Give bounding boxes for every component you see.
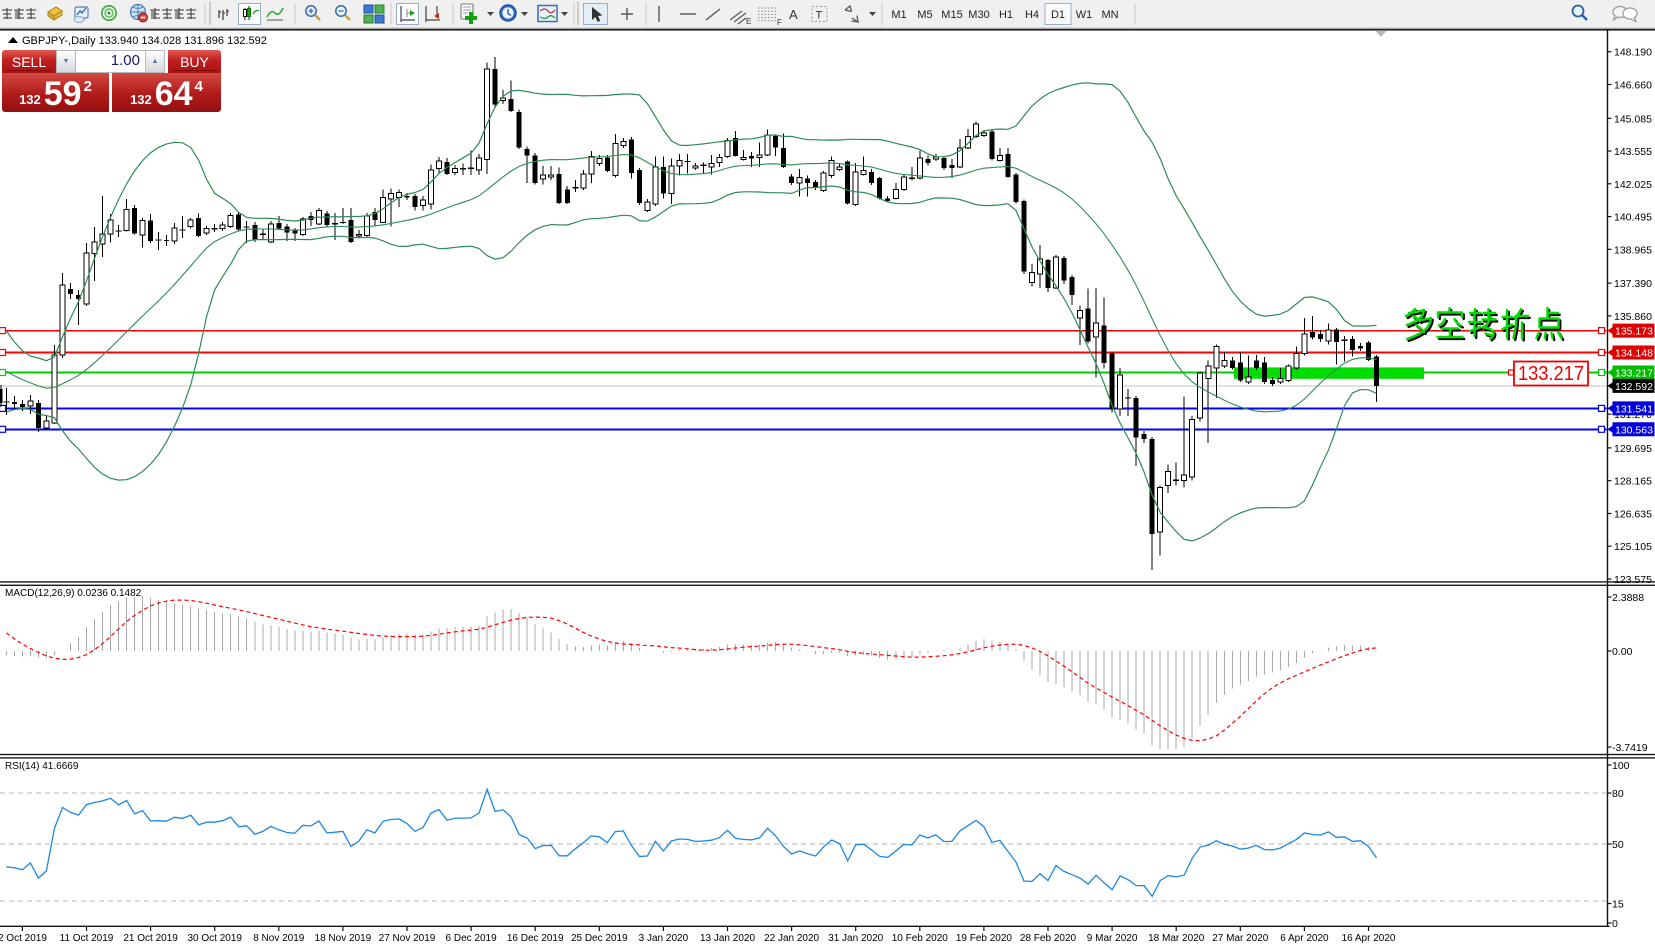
svg-text:A: A (789, 7, 798, 22)
svg-text:126.635: 126.635 (1614, 509, 1652, 521)
svg-text:22 Jan 2020: 22 Jan 2020 (764, 933, 819, 944)
svg-text:E: E (746, 17, 751, 26)
svg-text:-3.7419: -3.7419 (1612, 742, 1648, 754)
svg-text:2 Oct 2019: 2 Oct 2019 (0, 933, 47, 944)
svg-text:W1: W1 (1076, 9, 1093, 21)
svg-text:27 Mar 2020: 27 Mar 2020 (1212, 933, 1269, 944)
svg-text:142.025: 142.025 (1614, 179, 1652, 191)
svg-text:132.592: 132.592 (1615, 381, 1653, 393)
svg-text:GBPJPY-,Daily 133.940 134.028: GBPJPY-,Daily 133.940 134.028 131.896 13… (22, 35, 267, 47)
svg-text:128.165: 128.165 (1614, 476, 1652, 488)
svg-text:10 Feb 2020: 10 Feb 2020 (892, 933, 949, 944)
svg-text:D1: D1 (1051, 9, 1065, 21)
svg-text:T: T (816, 10, 823, 22)
svg-text:M15: M15 (941, 9, 962, 21)
svg-text:146.660: 146.660 (1614, 80, 1652, 92)
svg-text:25 Dec 2019: 25 Dec 2019 (571, 933, 628, 944)
svg-text:M1: M1 (891, 9, 906, 21)
svg-text:0: 0 (1612, 918, 1618, 930)
svg-text:133.217: 133.217 (1615, 368, 1653, 380)
svg-text:8 Nov 2019: 8 Nov 2019 (253, 933, 305, 944)
svg-text:135.173: 135.173 (1615, 326, 1653, 338)
svg-text:RSI(14) 41.6669: RSI(14) 41.6669 (5, 761, 79, 772)
svg-text:80: 80 (1612, 788, 1624, 800)
svg-text:135.860: 135.860 (1614, 311, 1652, 323)
svg-text:3 Jan 2020: 3 Jan 2020 (639, 933, 689, 944)
svg-text:18 Nov 2019: 18 Nov 2019 (315, 933, 372, 944)
svg-text:130.563: 130.563 (1615, 424, 1653, 436)
svg-text:143.555: 143.555 (1614, 146, 1652, 158)
svg-text:6 Dec 2019: 6 Dec 2019 (446, 933, 498, 944)
svg-text:M5: M5 (917, 9, 932, 21)
svg-text:30 Oct 2019: 30 Oct 2019 (187, 933, 242, 944)
svg-text:21 Oct 2019: 21 Oct 2019 (123, 933, 178, 944)
svg-text:0.00: 0.00 (1612, 646, 1633, 658)
svg-text:129.695: 129.695 (1614, 443, 1652, 455)
svg-text:6 Apr 2020: 6 Apr 2020 (1280, 933, 1329, 944)
svg-text:11 Oct 2019: 11 Oct 2019 (60, 933, 114, 944)
svg-text:15: 15 (1612, 899, 1624, 911)
svg-text:145.085: 145.085 (1614, 113, 1652, 125)
svg-text:137.390: 137.390 (1614, 278, 1652, 290)
svg-text:H1: H1 (999, 9, 1013, 21)
svg-text:140.495: 140.495 (1614, 212, 1652, 224)
svg-text:MN: MN (1101, 9, 1118, 21)
svg-text:19 Feb 2020: 19 Feb 2020 (956, 933, 1013, 944)
svg-text:27 Nov 2019: 27 Nov 2019 (379, 933, 436, 944)
svg-text:28 Feb 2020: 28 Feb 2020 (1020, 933, 1077, 944)
svg-text:18 Mar 2020: 18 Mar 2020 (1148, 933, 1205, 944)
svg-text:134.148: 134.148 (1615, 348, 1653, 360)
svg-text:MACD(12,26,9) 0.0236 0.1482: MACD(12,26,9) 0.0236 0.1482 (5, 588, 142, 599)
svg-text:13 Jan 2020: 13 Jan 2020 (700, 933, 755, 944)
svg-text:100: 100 (1612, 760, 1630, 772)
svg-text:2.3888: 2.3888 (1612, 592, 1644, 604)
svg-text:M30: M30 (968, 9, 989, 21)
svg-text:125.105: 125.105 (1614, 541, 1652, 553)
svg-text:131.541: 131.541 (1615, 403, 1653, 415)
svg-text:H4: H4 (1025, 9, 1039, 21)
svg-text:133.217: 133.217 (1518, 363, 1584, 385)
svg-text:148.190: 148.190 (1614, 47, 1652, 59)
svg-text:50: 50 (1612, 839, 1624, 851)
svg-text:9 Mar 2020: 9 Mar 2020 (1087, 933, 1138, 944)
svg-text:31 Jan 2020: 31 Jan 2020 (828, 933, 883, 944)
svg-text:123.575: 123.575 (1614, 574, 1652, 586)
svg-text:138.965: 138.965 (1614, 244, 1652, 256)
svg-text:16 Apr 2020: 16 Apr 2020 (1342, 933, 1396, 944)
svg-text:16 Dec 2019: 16 Dec 2019 (507, 933, 564, 944)
svg-text:F: F (777, 18, 782, 27)
